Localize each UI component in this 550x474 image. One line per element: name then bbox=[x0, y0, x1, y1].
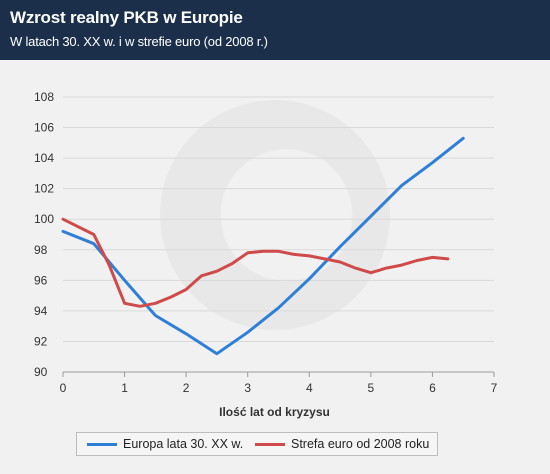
y-tick-label: 106 bbox=[34, 121, 54, 135]
x-tick-label: 1 bbox=[121, 381, 128, 395]
x-tick-label: 6 bbox=[429, 381, 436, 395]
legend-label-strefa-euro: Strefa euro od 2008 roku bbox=[291, 437, 430, 451]
y-tick-label: 92 bbox=[34, 334, 48, 348]
series bbox=[61, 136, 465, 356]
chart-title: Wzrost realny PKB w Europie bbox=[10, 8, 243, 27]
y-tick-label: 98 bbox=[34, 243, 48, 257]
legend: Europa lata 30. XX w. Strefa euro od 200… bbox=[76, 432, 438, 456]
x-tick-label: 5 bbox=[368, 381, 375, 395]
chart-header: Wzrost realny PKB w Europie W latach 30.… bbox=[0, 0, 550, 60]
y-tick-label: 100 bbox=[34, 212, 54, 226]
y-tick-label: 96 bbox=[34, 273, 48, 287]
grid bbox=[63, 96, 494, 373]
x-tick-label: 3 bbox=[244, 381, 251, 395]
legend-swatch-europa bbox=[87, 442, 117, 446]
series-line-europa bbox=[61, 136, 465, 356]
x-axis-label: Ilość lat od kryzysu bbox=[219, 405, 330, 419]
legend-item-strefa-euro[interactable]: Strefa euro od 2008 roku bbox=[255, 437, 429, 451]
y-tick-label: 94 bbox=[34, 304, 48, 318]
y-tick-label: 102 bbox=[34, 182, 54, 196]
y-tick-label: 104 bbox=[34, 151, 54, 165]
y-tick-label: 90 bbox=[34, 365, 48, 379]
x-tick-label: 4 bbox=[306, 381, 313, 395]
x-tick-label: 2 bbox=[183, 381, 190, 395]
x-tick-label: 0 bbox=[60, 381, 67, 395]
chart-subtitle: W latach 30. XX w. i w strefie euro (od … bbox=[10, 34, 268, 49]
series-line-strefa-euro bbox=[61, 217, 450, 308]
plot-background bbox=[0, 60, 550, 474]
legend-label-europa: Europa lata 30. XX w. bbox=[123, 437, 244, 451]
watermark-logo bbox=[160, 100, 390, 330]
legend-swatch-strefa-euro bbox=[255, 442, 285, 446]
x-tick-label: 7 bbox=[491, 381, 498, 395]
y-tick-label: 108 bbox=[34, 90, 54, 104]
axes: 90 92 94 96 98 100 102 104 106 108 0 1 2 3 4 5 6 7 bbox=[34, 90, 498, 395]
legend-item-europa[interactable]: Europa lata 30. XX w. bbox=[87, 437, 243, 451]
